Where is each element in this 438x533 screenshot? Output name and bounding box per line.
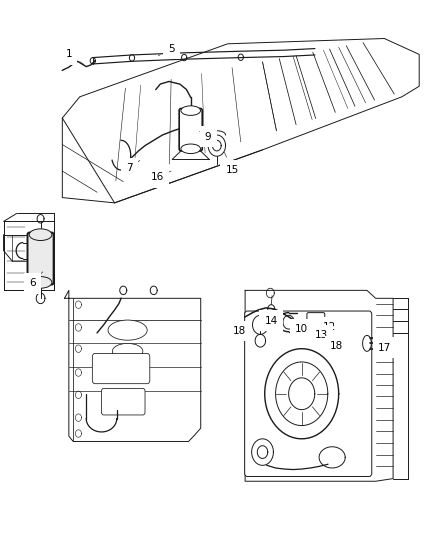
Text: 18: 18 bbox=[330, 341, 343, 351]
Text: 9: 9 bbox=[199, 131, 212, 142]
Text: 10: 10 bbox=[295, 324, 308, 334]
FancyBboxPatch shape bbox=[307, 313, 325, 330]
FancyBboxPatch shape bbox=[245, 311, 372, 477]
Text: 1: 1 bbox=[66, 50, 84, 64]
FancyBboxPatch shape bbox=[28, 232, 53, 285]
Ellipse shape bbox=[181, 144, 201, 154]
Text: 12: 12 bbox=[322, 322, 336, 333]
Ellipse shape bbox=[181, 106, 201, 115]
Text: 16: 16 bbox=[151, 171, 171, 182]
Text: 7: 7 bbox=[127, 160, 140, 173]
Ellipse shape bbox=[29, 277, 52, 288]
Text: 5: 5 bbox=[159, 44, 174, 56]
Ellipse shape bbox=[113, 343, 143, 359]
Text: 13: 13 bbox=[314, 330, 328, 341]
Ellipse shape bbox=[108, 320, 147, 340]
FancyBboxPatch shape bbox=[92, 353, 150, 384]
Text: 15: 15 bbox=[224, 152, 239, 175]
FancyBboxPatch shape bbox=[102, 389, 145, 415]
Text: 6: 6 bbox=[29, 272, 43, 288]
FancyBboxPatch shape bbox=[4, 221, 53, 290]
Text: 17: 17 bbox=[378, 343, 391, 353]
Text: 14: 14 bbox=[265, 314, 278, 326]
Text: 18: 18 bbox=[233, 326, 247, 336]
Ellipse shape bbox=[29, 229, 52, 240]
FancyBboxPatch shape bbox=[179, 109, 202, 151]
